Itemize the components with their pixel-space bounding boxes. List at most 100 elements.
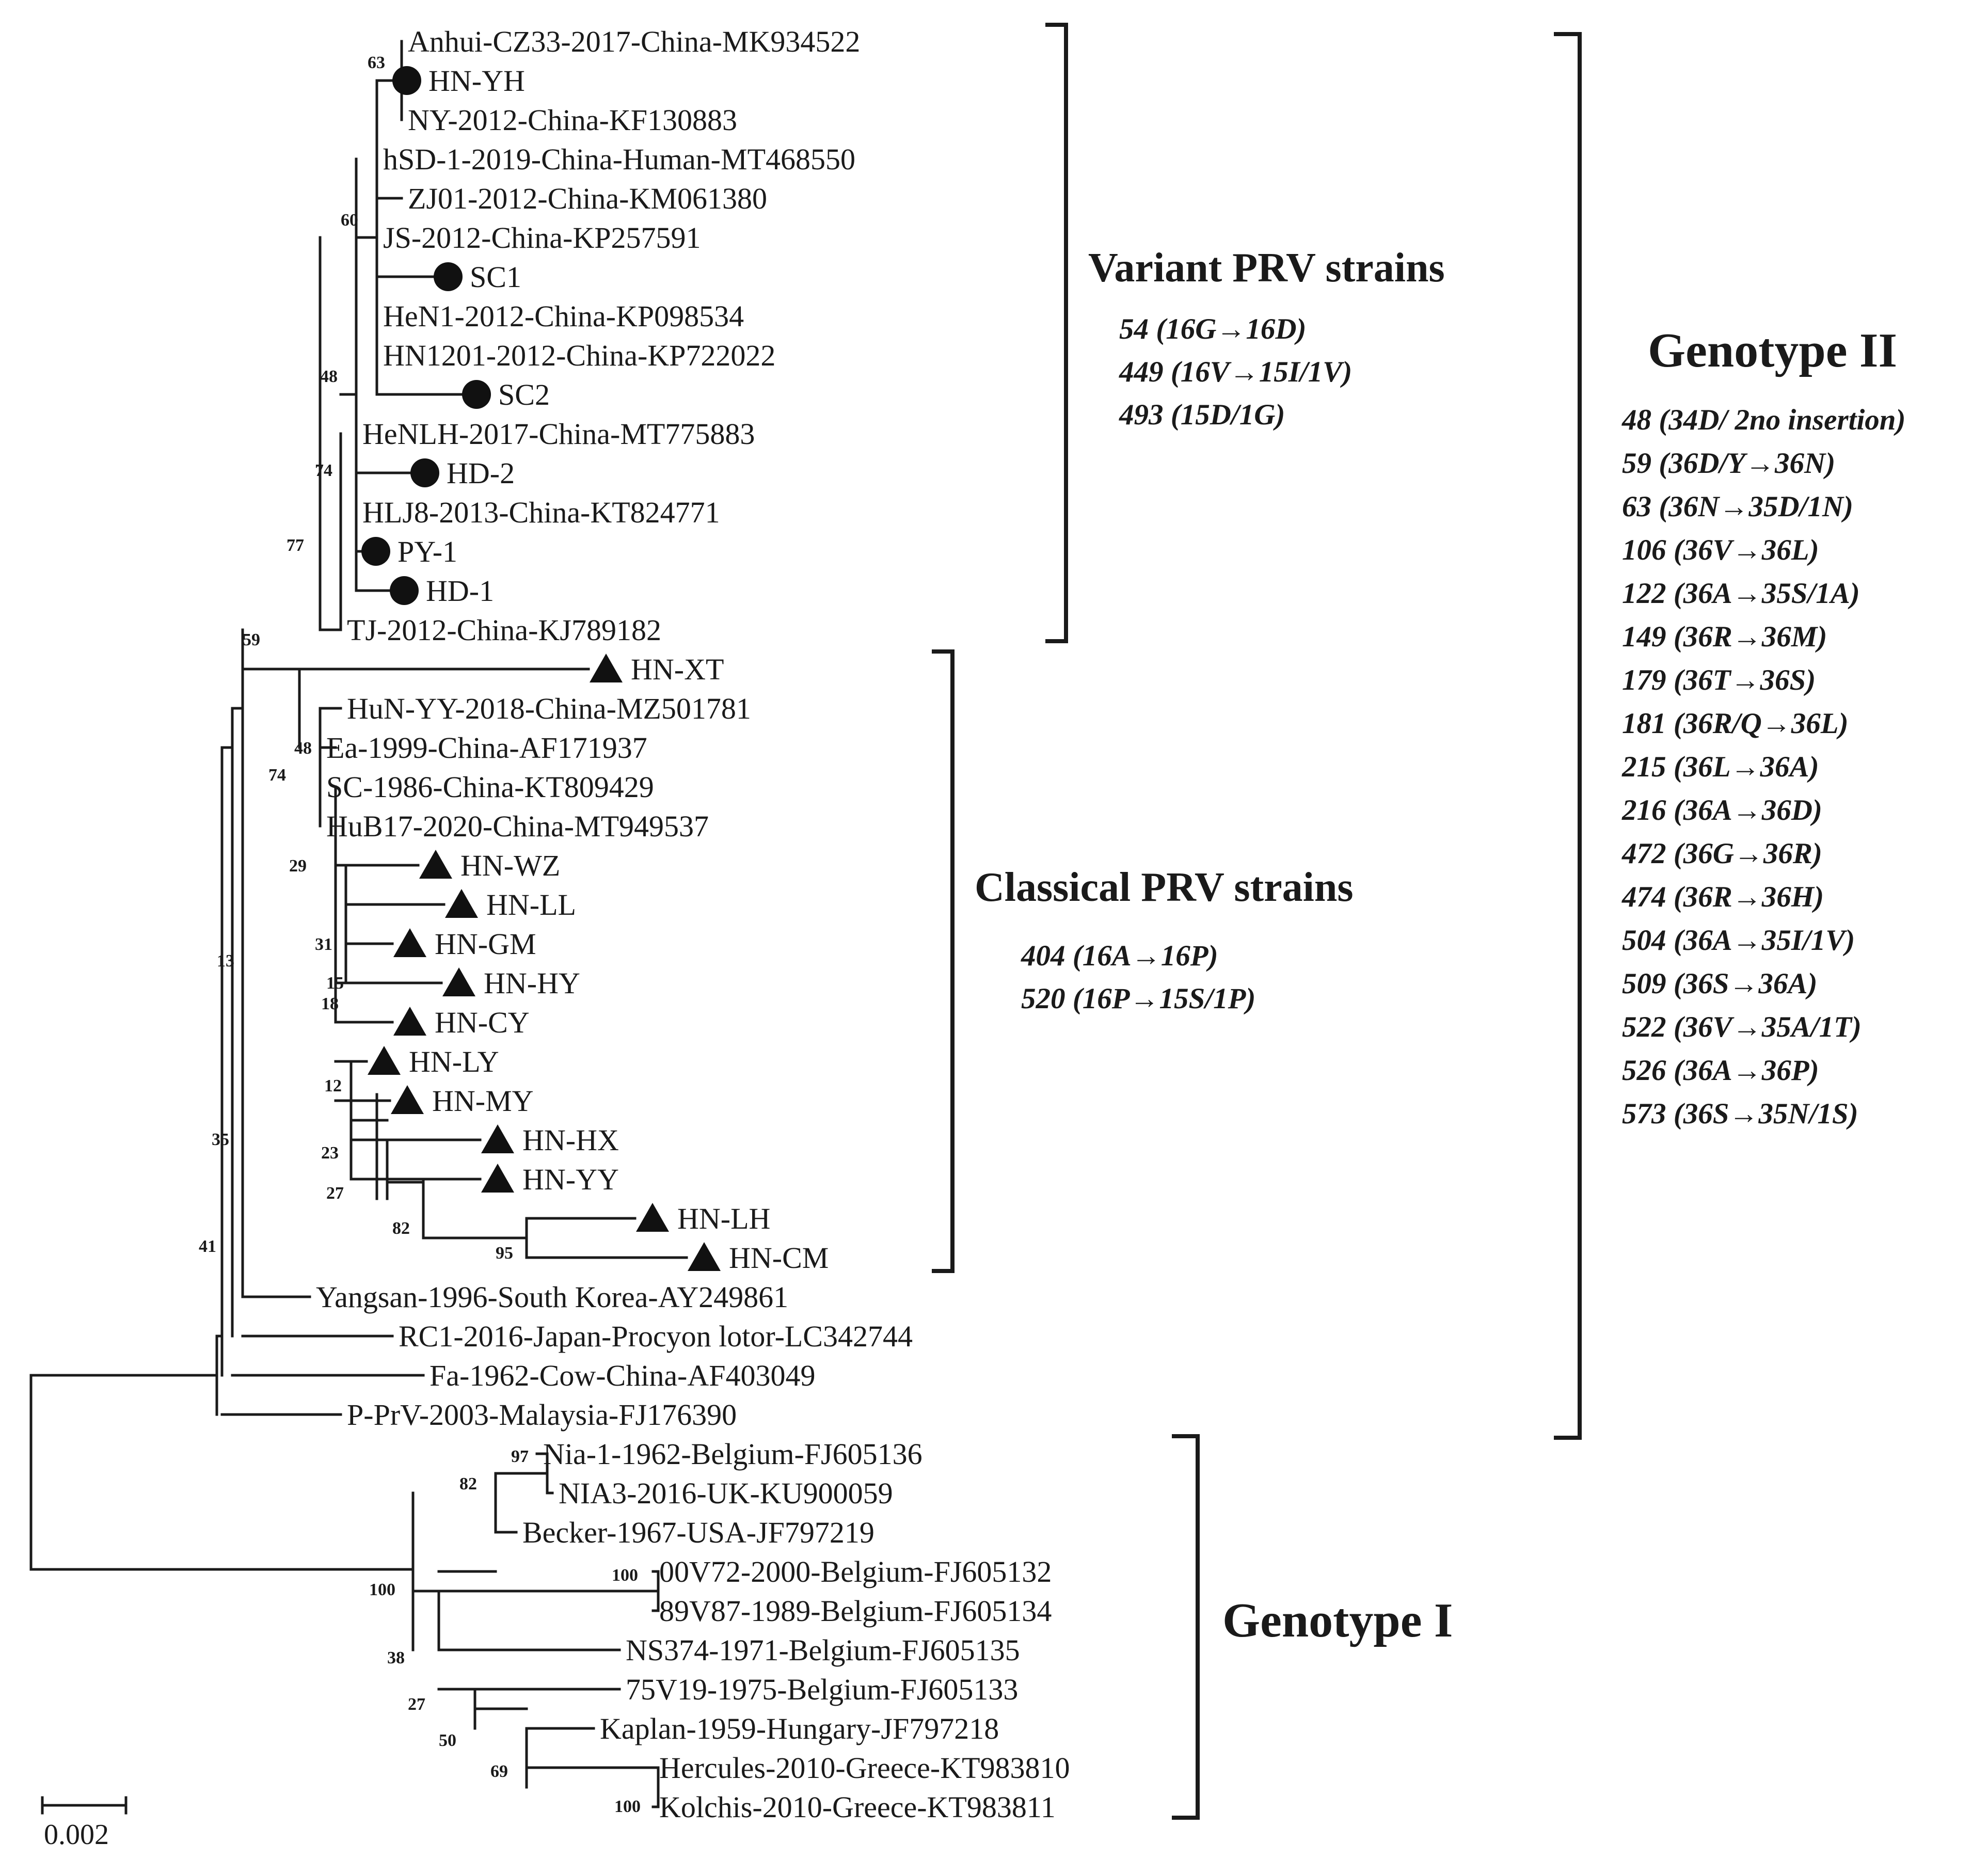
genotype2-mutation: 179 (36T→36S) — [1622, 664, 1816, 696]
bootstrap-value: 31 — [315, 935, 332, 954]
variant-mutation: 493 (15D/1G) — [1119, 399, 1285, 431]
taxon-markers — [361, 66, 721, 1271]
bootstrap-value: 59 — [243, 630, 260, 649]
genotype2-mutation: 59 (36D/Y→36N) — [1622, 447, 1835, 480]
scale-bar-label: 0.002 — [44, 1819, 109, 1851]
bootstrap-value: 35 — [212, 1130, 229, 1149]
taxon-label: HN-YH — [428, 64, 525, 98]
circle-marker-icon — [390, 576, 419, 605]
classical-mutation: 520 (16P→15S/1P) — [1021, 982, 1255, 1015]
triangle-marker-icon — [688, 1242, 721, 1271]
triangle-marker-icon — [445, 889, 478, 918]
taxon-label: Ea-1999-China-AF171937 — [326, 731, 647, 765]
triangle-marker-icon — [368, 1046, 401, 1075]
taxon-label: HN-HY — [484, 966, 580, 1000]
triangle-marker-icon — [481, 1164, 514, 1193]
taxon-label: TJ-2012-China-KJ789182 — [347, 613, 661, 647]
taxon-label: HN-LY — [409, 1045, 499, 1078]
taxon-label: HD-1 — [426, 574, 494, 608]
bootstrap-value: 100 — [612, 1566, 638, 1585]
triangle-marker-icon — [393, 928, 426, 957]
bootstrap-value: 82 — [459, 1474, 477, 1493]
bootstrap-value: 74 — [268, 766, 286, 785]
bootstrap-value: 69 — [490, 1762, 508, 1781]
circle-marker-icon — [410, 458, 439, 487]
taxon-label: SC2 — [498, 378, 550, 411]
bootstrap-value: 15 — [326, 974, 344, 993]
taxon-label: NIA3-2016-UK-KU900059 — [559, 1476, 893, 1510]
taxon-label: RC1-2016-Japan-Procyon lotor-LC342744 — [399, 1320, 913, 1353]
taxon-label: HN-XT — [631, 653, 724, 686]
taxon-label: Hercules-2010-Greece-KT983810 — [659, 1751, 1070, 1785]
bootstrap-value: 82 — [392, 1219, 410, 1238]
taxon-label: Anhui-CZ33-2017-China-MK934522 — [408, 25, 860, 58]
tree-branches — [29, 40, 688, 1808]
triangle-marker-icon — [419, 850, 452, 879]
taxon-label: SC1 — [470, 260, 521, 294]
taxon-label: ZJ01-2012-China-KM061380 — [408, 182, 767, 215]
genotype2-mutation: 63 (36N→35D/1N) — [1622, 490, 1853, 523]
bootstrap-value: 63 — [368, 53, 385, 72]
bootstrap-value: 97 — [511, 1447, 529, 1466]
taxon-label: 00V72-2000-Belgium-FJ605132 — [659, 1555, 1052, 1588]
taxon-label: HuN-YY-2018-China-MZ501781 — [347, 692, 751, 725]
genotype2-mutation: 472 (36G→36R) — [1621, 837, 1822, 870]
bootstrap-value: 77 — [287, 536, 304, 555]
taxon-label: HN-MY — [432, 1084, 534, 1118]
triangle-marker-icon — [590, 654, 623, 682]
genotype2-mutation: 48 (34D/ 2no insertion) — [1621, 404, 1906, 436]
taxon-label: Kolchis-2010-Greece-KT983811 — [659, 1790, 1056, 1824]
bootstrap-value: 95 — [496, 1244, 513, 1263]
genotype2-mutation: 509 (36S→36A) — [1622, 967, 1817, 1000]
genotype1-bracket — [1172, 1434, 1200, 1820]
bootstrap-value: 60 — [341, 211, 358, 230]
variant-mutation: 54 (16G→16D) — [1119, 313, 1307, 345]
genotype2-bracket — [1554, 32, 1582, 1440]
variant-mutation: 449 (16V→15I/1V) — [1119, 356, 1352, 388]
bootstrap-value: 29 — [289, 856, 307, 876]
bootstrap-value: 12 — [324, 1076, 342, 1095]
taxon-label: Becker-1967-USA-JF797219 — [522, 1516, 874, 1549]
taxon-label: HN-GM — [435, 927, 536, 961]
genotype2-mutation: 504 (36A→35I/1V) — [1622, 924, 1855, 957]
bootstrap-value: 38 — [387, 1648, 405, 1667]
taxon-label: PY-1 — [397, 535, 457, 568]
taxon-label: Fa-1962-Cow-China-AF403049 — [430, 1359, 816, 1392]
taxon-label: 75V19-1975-Belgium-FJ605133 — [626, 1673, 1018, 1706]
genotype2-mutation: 522 (36V→35A/1T) — [1622, 1011, 1862, 1043]
taxon-label: 89V87-1989-Belgium-FJ605134 — [659, 1594, 1052, 1628]
circle-marker-icon — [462, 380, 491, 409]
taxon-label: P-PrV-2003-Malaysia-FJ176390 — [347, 1398, 737, 1432]
taxon-label: HN-CM — [729, 1241, 829, 1275]
classical-bracket — [932, 649, 955, 1273]
genotype2-title: Genotype II — [1648, 324, 1897, 377]
classical-title: Classical PRV strains — [975, 865, 1354, 910]
taxon-label: HN-YY — [522, 1163, 619, 1196]
variant-title: Variant PRV strains — [1088, 245, 1445, 291]
taxon-label: HD-2 — [447, 456, 515, 490]
genotype2-mutation: 216 (36A→36D) — [1621, 794, 1822, 827]
bootstrap-value: 18 — [321, 994, 339, 1013]
taxon-label: JS-2012-China-KP257591 — [383, 221, 701, 255]
taxon-label: Yangsan-1996-South Korea-AY249861 — [316, 1280, 788, 1314]
triangle-marker-icon — [442, 967, 475, 996]
genotype2-mutation: 106 (36V→36L) — [1622, 534, 1819, 566]
taxon-label: hSD-1-2019-China-Human-MT468550 — [383, 142, 855, 176]
genotype2-mutation-list: 48 (34D/ 2no insertion) 59 (36D/Y→36N) 63 … — [1621, 404, 1906, 1130]
bootstrap-value: 74 — [315, 461, 332, 480]
circle-marker-icon — [392, 66, 421, 95]
taxon-label: Kaplan-1959-Hungary-JF797218 — [600, 1712, 999, 1745]
taxon-label: HuB17-2020-China-MT949537 — [326, 809, 709, 843]
genotype2-mutation: 215 (36L→36A) — [1621, 751, 1819, 783]
taxon-labels: Anhui-CZ33-2017-China-MK934522 HN-YH NY-20… — [316, 25, 1070, 1824]
bootstrap-value: 50 — [439, 1731, 456, 1750]
taxon-label: HN-LL — [486, 888, 576, 921]
taxon-label: HN1201-2012-China-KP722022 — [383, 339, 775, 372]
genotype2-mutation: 181 (36R/Q→36L) — [1622, 707, 1849, 740]
genotype2-mutation: 474 (36R→36H) — [1621, 881, 1824, 913]
bootstrap-value: 100 — [369, 1580, 395, 1599]
bootstrap-value: 13 — [217, 951, 234, 971]
classical-mutation: 404 (16A→16P) — [1021, 940, 1218, 972]
